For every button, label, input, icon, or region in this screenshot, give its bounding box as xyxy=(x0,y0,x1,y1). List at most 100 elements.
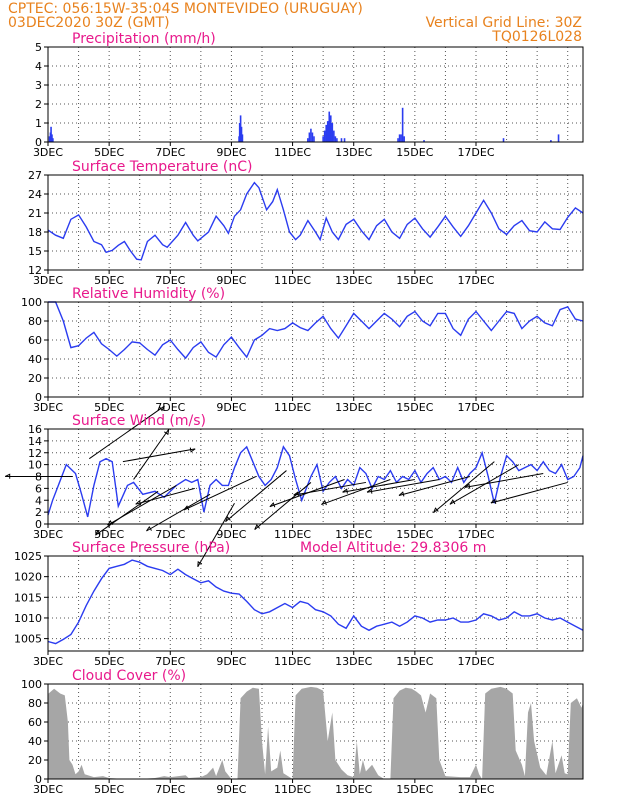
wind-title: Surface Wind (m/s) xyxy=(72,413,206,429)
precip-bar xyxy=(403,136,405,142)
precip-ytick-label: 4 xyxy=(35,60,42,73)
temp-frame xyxy=(47,174,584,271)
wind-arrow xyxy=(95,490,159,536)
wind-arrow xyxy=(293,481,367,496)
cloud-xtick-label: 5DEC xyxy=(94,783,124,796)
precip-bar xyxy=(401,107,404,142)
wind-frame xyxy=(47,428,584,525)
cloud-title: Cloud Cover (%) xyxy=(72,668,186,684)
wind-arrow-head xyxy=(321,500,327,506)
wind-ytick-label: 2 xyxy=(35,506,42,519)
header-run-time: 03DEC2020 30Z (GMT) xyxy=(8,15,170,31)
precip-bar xyxy=(398,134,401,142)
rh-ytick-label: 20 xyxy=(28,372,42,385)
precip-xtick-label: 3DEC xyxy=(33,146,63,159)
precip-bar xyxy=(331,123,334,142)
precip-bar xyxy=(313,136,315,142)
temp-panel: 12 15 18 21 24 27 3DEC 5DEC 7DEC 9DEC 11DEC 13DEC 15… xyxy=(28,159,584,287)
wind-arrow-head xyxy=(135,499,142,506)
wind-arrow-head xyxy=(146,525,152,532)
pres-xtick-label: 17DEC xyxy=(457,655,494,668)
pres-ytick-label: 1005 xyxy=(14,633,42,646)
temp-ytick-label: 12 xyxy=(28,264,42,277)
precip-bar xyxy=(423,140,425,142)
temp-xtick-label: 9DEC xyxy=(216,274,246,287)
wind-arrow xyxy=(133,429,170,480)
wind-xtick-label: 17DEC xyxy=(457,528,494,541)
pres-ytick-label: 1010 xyxy=(14,612,42,625)
temp-ytick-label: 21 xyxy=(28,207,42,220)
temp-xtick-label: 3DEC xyxy=(33,274,63,287)
wind-ytick-label: 6 xyxy=(35,482,42,495)
rh-frame xyxy=(47,301,584,398)
temp-ytick-label: 24 xyxy=(28,188,42,201)
temp-xtick-label: 5DEC xyxy=(94,274,124,287)
wind-arrow-head xyxy=(189,447,196,453)
wind-arrow-head xyxy=(366,488,373,494)
precip-frame xyxy=(47,46,584,143)
precip-panel: 0 1 2 3 4 5 3DEC 5DEC 7DEC 9DEC 11DEC 13DEC 15DEC 17D… xyxy=(33,31,584,159)
temp-xtick-label: 17DEC xyxy=(457,274,494,287)
wind-arrow xyxy=(449,464,520,505)
cloud-area xyxy=(48,686,583,779)
precip-ytick-label: 2 xyxy=(35,98,42,111)
wind-arrow-head xyxy=(159,405,165,412)
precip-bar xyxy=(50,126,52,142)
wind-arrow xyxy=(398,476,471,496)
precip-bar xyxy=(329,115,332,142)
wind-arrow xyxy=(254,482,312,530)
pres-xtick-label: 3DEC xyxy=(33,655,63,668)
rh-ytick-label: 40 xyxy=(28,353,42,366)
cloud-panel: 0 20 40 60 80 100 3DEC 5DEC 7DEC 9DEC 11DEC 13DEC 15… xyxy=(21,668,584,796)
wind-xtick-label: 11DEC xyxy=(274,528,311,541)
wind-arrow-head xyxy=(433,507,439,513)
precip-bar xyxy=(307,138,309,142)
wind-xtick-label: 3DEC xyxy=(33,528,63,541)
precip-xtick-label: 17DEC xyxy=(457,146,494,159)
temp-xtick-label: 11DEC xyxy=(274,274,311,287)
wind-arrow xyxy=(433,461,495,514)
precip-xtick-label: 9DEC xyxy=(216,146,246,159)
header-location: CPTEC: 056:15W-35:04S MONTEVIDEO (URUGUA… xyxy=(8,1,363,17)
cloud-ytick-label: 60 xyxy=(28,716,42,729)
rh-xtick-label: 15DEC xyxy=(396,401,433,414)
precip-bar xyxy=(239,115,242,142)
precip-bar xyxy=(325,124,327,142)
cloud-ytick-label: 20 xyxy=(28,754,42,767)
wind-arrow-head xyxy=(490,498,497,505)
pres-ytick-label: 1025 xyxy=(14,550,42,563)
pres-xtick-label: 7DEC xyxy=(155,655,185,668)
wind-arrow-head xyxy=(164,429,170,436)
rh-xtick-label: 7DEC xyxy=(155,401,185,414)
wind-arrow-head xyxy=(398,491,405,497)
pres-ytick-label: 1015 xyxy=(14,591,42,604)
wind-ytick-label: 10 xyxy=(28,459,42,472)
precip-bar xyxy=(333,130,335,142)
wind-arrow-head xyxy=(225,516,231,522)
rh-ytick-label: 80 xyxy=(28,315,42,328)
pres-ytick-label: 1020 xyxy=(14,571,42,584)
precip-bar xyxy=(52,138,54,142)
pres-xtick-label: 11DEC xyxy=(274,655,311,668)
precip-bar xyxy=(502,138,505,142)
wind-ytick-label: 16 xyxy=(28,423,42,436)
wind-arrow xyxy=(342,478,415,493)
pres-frame xyxy=(47,555,584,652)
precip-bar xyxy=(48,136,51,142)
precip-ytick-label: 1 xyxy=(35,117,42,130)
rh-ytick-label: 100 xyxy=(21,296,42,309)
pres-annotation: Model Altitude: 29.8306 m xyxy=(300,540,486,556)
precip-bar xyxy=(51,134,53,142)
rh-xtick-label: 17DEC xyxy=(457,401,494,414)
precip-xtick-label: 5DEC xyxy=(94,146,124,159)
precip-bar xyxy=(334,136,337,142)
wind-ytick-label: 12 xyxy=(28,447,42,460)
rh-ytick-label: 60 xyxy=(28,334,42,347)
wind-arrow-head xyxy=(293,491,299,497)
pres-xtick-label: 5DEC xyxy=(94,655,124,668)
wind-panel: 02468101214163DEC5DEC7DEC9DEC11DEC13DEC1… xyxy=(4,405,584,568)
wind-xtick-label: 13DEC xyxy=(335,528,372,541)
wind-ytick-label: 14 xyxy=(28,435,42,448)
